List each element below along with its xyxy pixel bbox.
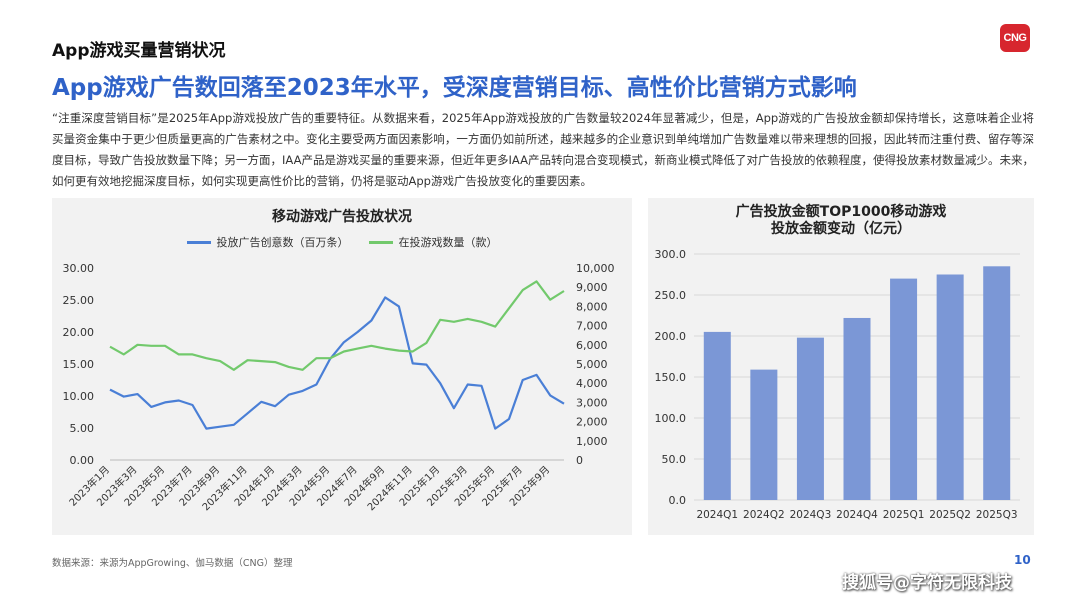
x-tick-label: 2024Q2 <box>743 509 785 521</box>
bar <box>890 278 918 500</box>
page-number: 10 <box>1014 553 1031 567</box>
bar-chart-title-line2: 投放金额变动（亿元） <box>771 221 911 237</box>
y-tick-label: 0.0 <box>669 494 687 507</box>
legend-swatch-green <box>368 240 393 244</box>
bar-chart-title: 广告投放金额TOP1000移动游戏 投放金额变动（亿元） <box>648 204 1034 238</box>
bar <box>983 266 1011 500</box>
line-chart-title: 移动游戏广告投放状况 <box>272 209 412 225</box>
watermark: 搜狐号@字符无限科技 <box>842 573 1012 593</box>
y-right-tick-label: 3,000 <box>576 396 608 409</box>
data-source-note: 数据来源：来源为AppGrowing、伽马数据（CNG）整理 <box>52 558 293 569</box>
legend-swatch-blue <box>186 240 211 244</box>
line-chart: 0.00 5.00 10.00 15.00 20.00 25.00 30.00 0 1,000 2… <box>63 262 615 513</box>
x-tick-label: 2024Q4 <box>836 509 878 521</box>
bar-chart-title-line1: 广告投放金额TOP1000移动游戏 <box>735 204 947 220</box>
legend-label-creatives: 投放广告创意数（百万条） <box>216 236 349 249</box>
bar <box>750 369 778 500</box>
bar-chart: 0.0 50.0 100.0 150.0 200.0 250.0 300.0 2024Q1 20… <box>655 248 1020 521</box>
y-right-tick-label: 2,000 <box>576 416 608 429</box>
y-right-tick-label: 1,000 <box>576 435 608 448</box>
y-tick-label: 200.0 <box>655 330 687 343</box>
bar <box>703 331 731 500</box>
page-headline: App游戏广告数回落至2023年水平，受深度营销目标、高性价比营销方式影响 <box>52 75 857 101</box>
cng-logo: CNG <box>1000 24 1030 52</box>
legend-item-creatives: 投放广告创意数（百万条） <box>186 234 349 250</box>
line-chart-legend: 投放广告创意数（百万条） 在投游戏数量（款） <box>52 234 632 250</box>
y-right-tick-label: 6,000 <box>576 339 608 352</box>
section-title: App游戏买量营销状况 <box>52 41 226 61</box>
legend-label-games: 在投游戏数量（款） <box>398 236 498 249</box>
x-tick-label: 2025Q1 <box>883 509 925 521</box>
line-chart-panel: 移动游戏广告投放状况 <box>52 198 632 535</box>
x-tick-label: 2024Q3 <box>790 509 832 521</box>
y-right-tick-label: 10,000 <box>576 262 615 275</box>
y-right-tick-label: 5,000 <box>576 358 608 371</box>
y-right-tick-label: 4,000 <box>576 377 608 390</box>
x-tick-label: 2024Q1 <box>696 509 738 521</box>
y-tick-label: 50.0 <box>662 453 687 466</box>
series-line-games <box>109 280 565 371</box>
y-left-tick-label: 30.00 <box>63 262 95 275</box>
y-tick-label: 300.0 <box>655 248 687 261</box>
y-left-tick-label: 5.00 <box>70 422 95 435</box>
body-paragraph: “注重深度营销目标”是2025年App游戏投放广告的重要特征。从数据来看，202… <box>52 111 1034 188</box>
series-line-creatives <box>109 296 565 430</box>
y-right-tick-label: 7,000 <box>576 320 608 333</box>
y-left-tick-label: 15.00 <box>63 358 95 371</box>
y-left-tick-label: 10.00 <box>63 390 95 403</box>
bar <box>843 317 871 500</box>
y-tick-label: 250.0 <box>655 289 687 302</box>
y-right-tick-label: 0 <box>576 454 583 467</box>
x-tick-label: 2025Q3 <box>976 509 1018 521</box>
y-tick-label: 100.0 <box>655 412 687 425</box>
y-left-tick-label: 20.00 <box>63 326 95 339</box>
y-right-tick-label: 8,000 <box>576 300 608 313</box>
bar <box>936 274 964 500</box>
y-left-tick-label: 0.00 <box>70 454 95 467</box>
legend-item-games: 在投游戏数量（款） <box>368 234 498 250</box>
x-tick-label: 2025Q2 <box>929 509 971 521</box>
bar <box>796 337 824 500</box>
y-left-tick-label: 25.00 <box>63 294 95 307</box>
y-right-tick-label: 9,000 <box>576 281 608 294</box>
y-tick-label: 150.0 <box>655 371 687 384</box>
